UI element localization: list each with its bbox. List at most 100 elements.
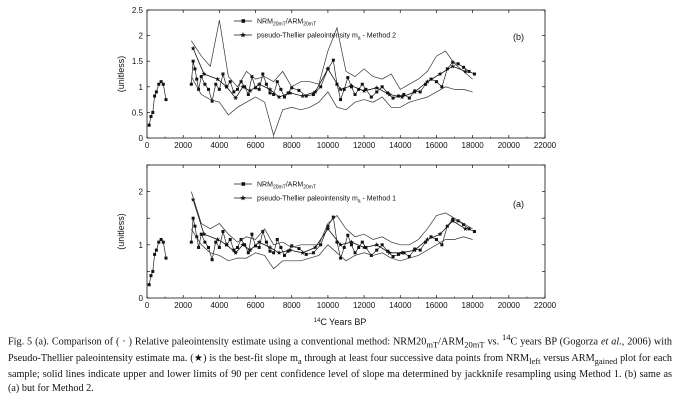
pseudo-thellier-point <box>412 247 418 253</box>
legend-square-marker <box>241 19 246 23</box>
y-tick-label: 0 <box>139 294 144 303</box>
nrm-data-point <box>246 251 250 255</box>
pseudo-thellier-point <box>287 90 293 96</box>
nrm-data-point <box>264 240 268 244</box>
nrm-data-point <box>424 240 428 244</box>
nrm-data-point <box>153 94 157 98</box>
pseudo-thellier-point <box>312 244 318 250</box>
nrm-data-point <box>456 219 460 223</box>
plot-frame <box>146 164 546 299</box>
nrm-data-point <box>282 253 286 257</box>
pseudo-thellier-point <box>233 95 239 101</box>
x-tick-label: 12000 <box>353 141 376 150</box>
pseudo-thellier-point <box>224 84 230 89</box>
x-tick-label: 0 <box>145 301 150 310</box>
pseudo-thellier-point <box>348 239 354 245</box>
nrm-data-point <box>235 87 239 91</box>
nrm-data-point <box>360 240 364 244</box>
x-tick-label: 18000 <box>462 301 485 310</box>
x-tick-label: 8000 <box>283 301 301 310</box>
caption-text-5: , 2006) with Pseudo-Thellier paleointens… <box>8 336 673 364</box>
nrm-data-point <box>349 243 353 247</box>
nrm-data-point <box>462 223 466 227</box>
nrm-data-point <box>268 249 272 253</box>
nrm-data-point <box>339 256 343 260</box>
pseudo-thellier-point <box>300 93 306 99</box>
panel-label: (b) <box>513 32 524 42</box>
nrm-data-point <box>214 240 218 244</box>
nrm-data-point <box>154 248 158 252</box>
nrm-data-point <box>418 90 422 94</box>
nrm-data-point <box>440 243 444 247</box>
legend-label-pseudo-thellier: pseudo-Thellier paleointensity ma - Meth… <box>257 196 396 205</box>
x-tick-label: 16000 <box>425 141 448 150</box>
nrm-data-point <box>279 87 283 91</box>
nrm-data-point <box>319 243 323 247</box>
legend-pt-sub: a <box>358 199 361 205</box>
nrm-data-point <box>268 91 272 95</box>
y-tick-label: 1 <box>139 83 144 92</box>
nrm-data-point <box>207 87 211 91</box>
nrm-data-point <box>193 224 197 228</box>
x-tick-label: 4000 <box>210 141 228 150</box>
nrm-data-point <box>199 232 203 236</box>
caption-et-al: et al. <box>601 336 622 348</box>
nrm-data-point <box>297 247 301 251</box>
panel-label: (a) <box>513 199 524 209</box>
y-axis-label: (unitless) <box>116 213 126 250</box>
panel-a: 0 2000 4000 6000 8000 10000 12000 14000 16000 180… <box>116 164 557 310</box>
nrm-data-point <box>147 283 151 287</box>
y-tick-label: 1.5 <box>132 57 144 66</box>
nrm-data-point <box>157 240 161 244</box>
pseudo-thellier-point <box>462 68 468 74</box>
nrm-data-point <box>396 252 400 256</box>
nrm-data-point <box>434 237 438 241</box>
pseudo-thellier-point <box>399 94 405 100</box>
pseudo-thellier-point <box>276 250 282 255</box>
legend-pt-sub: a <box>358 36 361 42</box>
pseudo-thellier-point <box>267 244 273 250</box>
nrm-data-point <box>161 82 165 86</box>
caption-sub-a: a <box>297 355 302 366</box>
x-axis-title-text: C Years BP <box>320 317 366 327</box>
x-tick-label: 20000 <box>498 141 521 150</box>
nrm-data-point <box>275 237 279 241</box>
nrm-data-point <box>153 252 157 256</box>
x-tick-label: 6000 <box>247 141 265 150</box>
pseudo-thellier-point <box>374 85 380 90</box>
nrm-data-point <box>407 96 411 100</box>
nrm-data-point <box>221 72 225 76</box>
nrm-data-point <box>467 69 471 73</box>
nrm-data-point <box>353 251 357 255</box>
nrm-data-point <box>217 87 221 91</box>
x-tick-label: 0 <box>145 141 150 150</box>
y-tick-label: 2 <box>139 188 144 197</box>
pseudo-thellier-point <box>412 89 418 95</box>
confidence-limit-line <box>191 228 473 270</box>
nrm-data-point <box>335 240 339 244</box>
nrm-data-point <box>203 82 207 86</box>
nrm-data-point <box>217 245 221 249</box>
y-axis-label: (unitless) <box>116 56 126 93</box>
nrm-data-point <box>331 58 335 62</box>
nrm-data-point <box>282 95 286 99</box>
x-axis-title-superscript: 14 <box>314 318 321 324</box>
legend-pt-method: - Method 2 <box>361 33 397 40</box>
nrm-data-point <box>257 87 261 91</box>
legend-arm-main: /ARM <box>286 19 304 26</box>
caption-sub-left: left <box>529 355 541 366</box>
pseudo-thellier-point <box>338 86 344 92</box>
caption-figref: Fig. 5 (a). <box>8 336 49 348</box>
nrm-data-point <box>264 82 268 86</box>
nrm-data-point <box>434 80 438 84</box>
pseudo-thellier-point <box>300 250 306 255</box>
nrm-data-point <box>326 224 330 228</box>
panel-b: 0 2000 4000 6000 8000 10000 12000 14000 16000 180… <box>116 6 557 150</box>
nrm-data-point <box>164 98 168 102</box>
confidence-limit-line <box>190 191 473 248</box>
nrm-data-point <box>189 240 193 244</box>
nrm-data-point <box>424 82 428 86</box>
caption-sub-mt: mT <box>426 339 439 350</box>
nrm-data-point <box>159 237 163 241</box>
y-tick-label: 1 <box>139 241 144 250</box>
